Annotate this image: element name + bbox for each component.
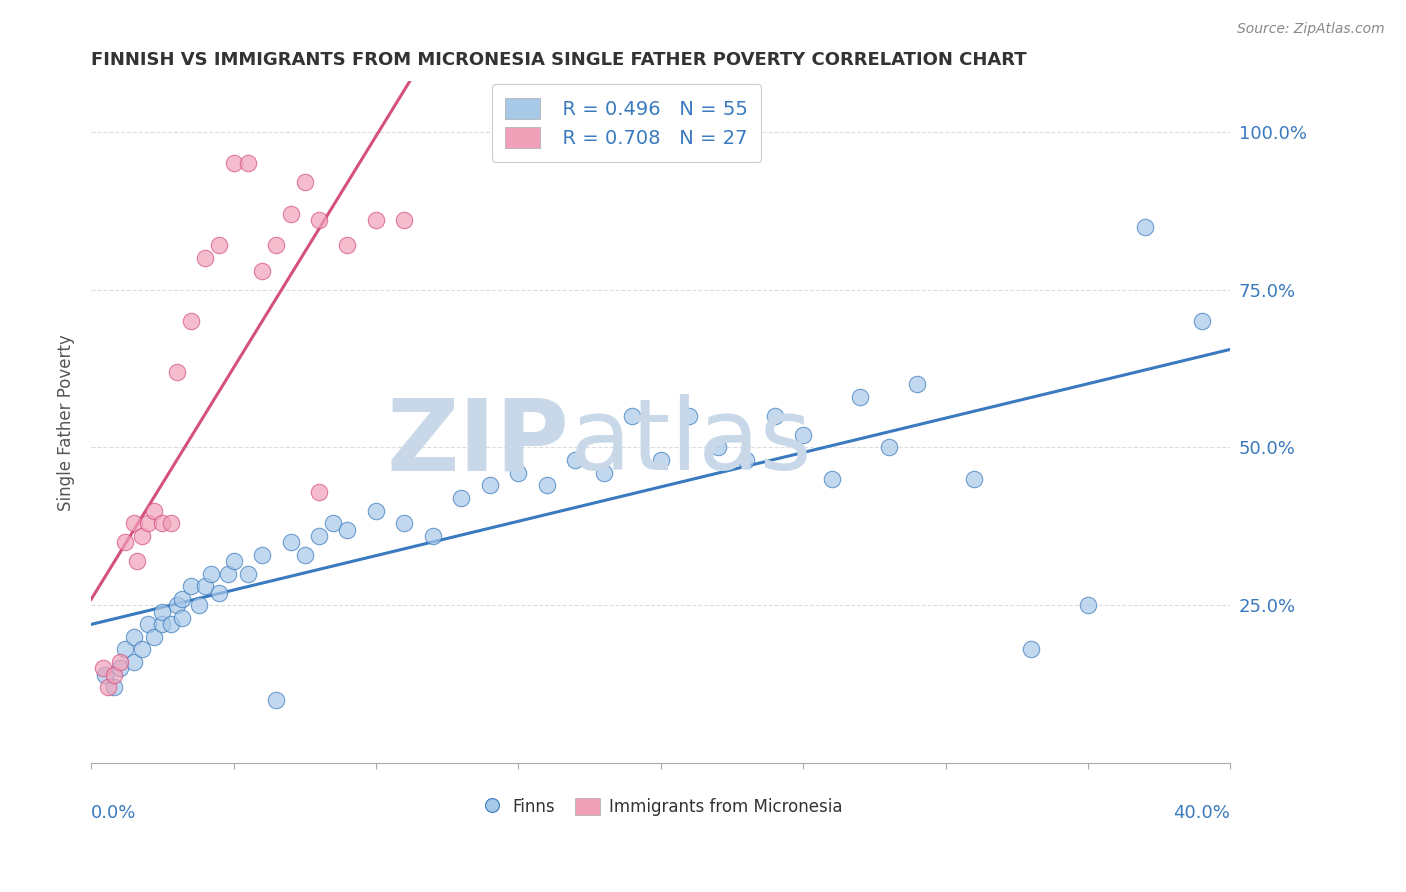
Point xyxy=(478,478,501,492)
Point xyxy=(188,599,211,613)
Y-axis label: Single Father Poverty: Single Father Poverty xyxy=(58,334,75,510)
Point xyxy=(108,655,131,669)
Point xyxy=(236,156,259,170)
Point xyxy=(536,478,558,492)
Point xyxy=(280,535,302,549)
Point xyxy=(142,503,165,517)
Point xyxy=(91,661,114,675)
Point xyxy=(280,207,302,221)
Text: 40.0%: 40.0% xyxy=(1174,804,1230,822)
Point xyxy=(564,453,586,467)
Point xyxy=(264,238,287,252)
Text: atlas: atlas xyxy=(569,394,811,491)
Point xyxy=(180,314,202,328)
Point xyxy=(122,630,145,644)
Point xyxy=(131,529,153,543)
Point xyxy=(150,605,173,619)
Point xyxy=(222,156,245,170)
Point xyxy=(166,599,188,613)
Point xyxy=(1077,599,1099,613)
Point xyxy=(336,523,359,537)
Point xyxy=(166,365,188,379)
Point xyxy=(136,617,159,632)
Point xyxy=(621,409,644,423)
Point xyxy=(308,484,330,499)
Legend: Finns, Immigrants from Micronesia: Finns, Immigrants from Micronesia xyxy=(472,791,849,823)
Point xyxy=(1133,219,1156,234)
Text: ZIP: ZIP xyxy=(387,394,569,491)
Point xyxy=(706,441,728,455)
Point xyxy=(217,566,239,581)
Point xyxy=(250,548,273,562)
Point xyxy=(877,441,900,455)
Point xyxy=(194,251,217,265)
Point xyxy=(592,466,614,480)
Point xyxy=(136,516,159,531)
Point xyxy=(194,579,217,593)
Point xyxy=(763,409,786,423)
Point xyxy=(422,529,444,543)
Point xyxy=(114,642,136,657)
Point xyxy=(222,554,245,568)
Point xyxy=(735,453,758,467)
Point xyxy=(294,175,316,189)
Point xyxy=(963,472,986,486)
Point xyxy=(308,213,330,227)
Point xyxy=(394,213,416,227)
Text: 0.0%: 0.0% xyxy=(91,804,136,822)
Point xyxy=(308,529,330,543)
Point xyxy=(1191,314,1213,328)
Point xyxy=(820,472,842,486)
Point xyxy=(236,566,259,581)
Point xyxy=(172,592,194,607)
Point xyxy=(172,611,194,625)
Point xyxy=(142,630,165,644)
Point xyxy=(250,264,273,278)
Point xyxy=(94,667,117,681)
Point xyxy=(103,681,125,695)
Point xyxy=(792,428,814,442)
Text: Source: ZipAtlas.com: Source: ZipAtlas.com xyxy=(1237,22,1385,37)
Point xyxy=(160,617,183,632)
Point xyxy=(108,661,131,675)
Point xyxy=(508,466,530,480)
Point xyxy=(125,554,148,568)
Point xyxy=(294,548,316,562)
Point xyxy=(364,213,387,227)
Point xyxy=(1019,642,1042,657)
Point xyxy=(122,655,145,669)
Point xyxy=(450,491,472,505)
Point xyxy=(336,238,359,252)
Point xyxy=(150,516,173,531)
Point xyxy=(114,535,136,549)
Point xyxy=(150,617,173,632)
Point xyxy=(208,585,231,599)
Point xyxy=(678,409,700,423)
Point xyxy=(97,681,120,695)
Point xyxy=(264,693,287,707)
Point xyxy=(103,667,125,681)
Point xyxy=(180,579,202,593)
Point xyxy=(322,516,344,531)
Point xyxy=(650,453,672,467)
Point xyxy=(849,390,872,404)
Point xyxy=(122,516,145,531)
Point xyxy=(394,516,416,531)
Point xyxy=(905,377,928,392)
Point xyxy=(208,238,231,252)
Point xyxy=(131,642,153,657)
Point xyxy=(160,516,183,531)
Point xyxy=(200,566,222,581)
Text: FINNISH VS IMMIGRANTS FROM MICRONESIA SINGLE FATHER POVERTY CORRELATION CHART: FINNISH VS IMMIGRANTS FROM MICRONESIA SI… xyxy=(91,51,1026,69)
Point xyxy=(364,503,387,517)
